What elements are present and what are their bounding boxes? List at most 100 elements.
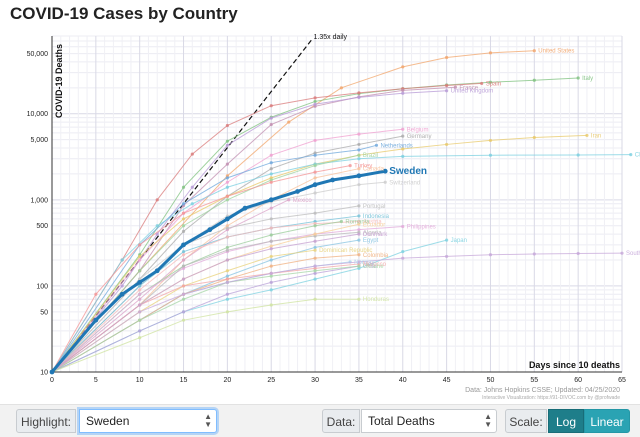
series-point xyxy=(269,122,273,127)
series-label: Mexico xyxy=(293,198,313,204)
series-point xyxy=(401,224,405,229)
chart-svg: 0 5 10 15 20 25 30 35 40 45 50 55 60 65 10 50 100 500 1,00… xyxy=(27,34,640,401)
series-point xyxy=(269,233,273,237)
series-point xyxy=(225,123,229,128)
data-label: Data: xyxy=(322,409,360,433)
series-line xyxy=(51,134,587,373)
x-tick-label: 5 xyxy=(94,377,98,384)
series-point xyxy=(312,182,318,188)
series-point xyxy=(532,49,536,53)
series-point xyxy=(357,91,361,95)
series-label: Brazil xyxy=(363,153,378,159)
x-tick-label: 0 xyxy=(50,377,54,384)
series-point xyxy=(313,99,317,104)
data-select-value: Total Deaths xyxy=(368,414,435,428)
series-point xyxy=(330,177,336,183)
series-point xyxy=(269,180,273,184)
series-point xyxy=(357,264,361,268)
series-point xyxy=(356,173,362,179)
series-point xyxy=(480,81,484,86)
series-point xyxy=(401,88,405,92)
series-point xyxy=(181,217,186,221)
series-point xyxy=(401,154,405,158)
series-point xyxy=(269,258,273,262)
series-point xyxy=(181,297,186,301)
highlight-select[interactable]: Sweden ▲ ▼ xyxy=(79,409,217,433)
series-point xyxy=(181,229,186,233)
series-point xyxy=(269,244,273,248)
series-point xyxy=(488,253,493,257)
series-point xyxy=(313,211,317,215)
series-label: South Korea xyxy=(626,251,640,257)
series-point xyxy=(357,148,361,152)
data-select[interactable]: Total Deaths ▲ ▼ xyxy=(361,409,497,433)
y-tick-label: 100 xyxy=(36,283,48,290)
x-tick-label: 15 xyxy=(180,377,188,384)
series-point xyxy=(576,76,580,80)
series-point xyxy=(357,153,361,157)
series-point xyxy=(357,142,361,147)
x-tick-label: 35 xyxy=(355,377,363,384)
series-point xyxy=(181,242,186,248)
series-point xyxy=(269,288,273,292)
series-point xyxy=(181,258,186,262)
series-point xyxy=(532,135,536,140)
series-point xyxy=(374,143,379,147)
series-point xyxy=(269,274,273,278)
series-point xyxy=(181,185,186,189)
series-point xyxy=(225,198,229,202)
series-point xyxy=(225,176,229,180)
series-point xyxy=(348,163,352,168)
series-line xyxy=(51,144,377,373)
series-point xyxy=(357,238,361,242)
series-line xyxy=(51,154,360,373)
series-point xyxy=(445,55,449,60)
series-point xyxy=(287,120,291,124)
series-point xyxy=(138,243,142,247)
series-point xyxy=(181,253,186,257)
series-point xyxy=(313,239,317,243)
series-point xyxy=(225,277,229,281)
series-line xyxy=(51,50,535,373)
series-point xyxy=(269,264,273,268)
series-label: Belgium xyxy=(407,127,429,133)
series-label: Chile xyxy=(363,264,377,270)
series-point xyxy=(585,133,589,138)
series-point xyxy=(181,202,186,206)
series-point xyxy=(269,226,273,230)
series-point xyxy=(138,284,142,288)
series-point xyxy=(488,80,493,84)
series-label: Austria xyxy=(363,220,382,226)
series-point xyxy=(401,134,405,138)
series-point xyxy=(269,206,273,210)
series-point xyxy=(181,264,186,268)
page-title: COVID-19 Cases by Country xyxy=(10,4,238,23)
scale-log-button[interactable]: Log xyxy=(548,409,584,433)
x-tick-label: 65 xyxy=(618,377,626,384)
series-point xyxy=(382,168,388,174)
series-point xyxy=(181,211,186,215)
series-point xyxy=(225,139,229,143)
label-layer: 0 5 10 15 20 25 30 35 40 45 50 55 60 65 10 50 100 500 1,00… xyxy=(27,34,640,401)
series-point xyxy=(313,170,317,174)
series-point xyxy=(313,248,317,252)
series-label: Egypt xyxy=(363,238,379,244)
series-label: Germany xyxy=(407,134,432,140)
series-point xyxy=(268,197,274,203)
series-point xyxy=(269,167,273,171)
series-line xyxy=(51,77,579,373)
series-point xyxy=(207,227,213,233)
series-point xyxy=(313,266,317,270)
series-point xyxy=(269,271,273,275)
y-tick-label: 50,000 xyxy=(27,51,49,58)
series-point xyxy=(269,239,273,243)
series-point xyxy=(313,277,317,281)
scale-linear-button[interactable]: Linear xyxy=(584,409,630,433)
series-point xyxy=(401,91,405,95)
series-point xyxy=(357,157,361,161)
series-point xyxy=(488,153,493,157)
series-point xyxy=(313,232,317,236)
series-point xyxy=(532,78,536,82)
series-point xyxy=(357,214,361,218)
series-point xyxy=(137,279,143,285)
